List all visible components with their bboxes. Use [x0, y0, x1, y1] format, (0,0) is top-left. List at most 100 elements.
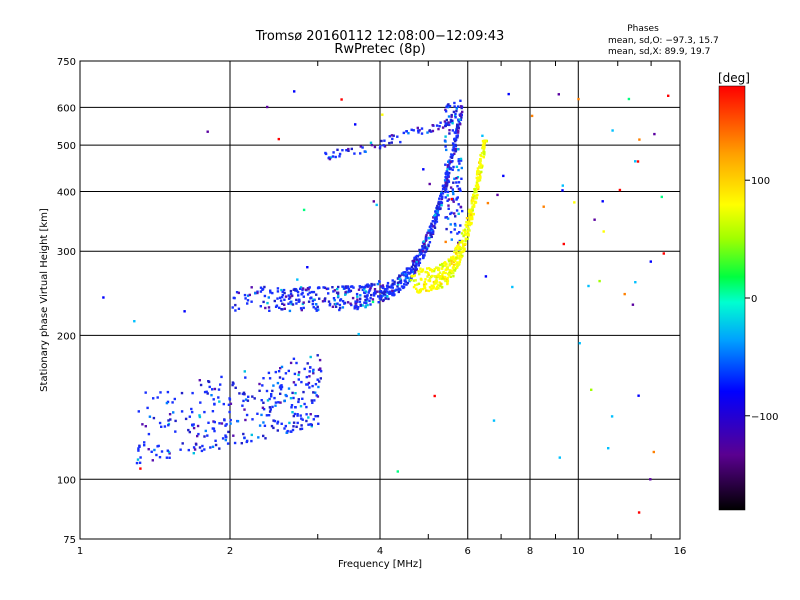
echo-point: [309, 413, 312, 416]
echo-point: [146, 406, 149, 410]
echo-point: [190, 407, 193, 411]
echo-point: [317, 286, 320, 289]
echo-point: [433, 275, 436, 278]
echo-point: [652, 450, 655, 454]
echo-point: [258, 389, 261, 392]
echo-point: [248, 293, 251, 297]
echo-point: [156, 396, 159, 399]
echo-point: [357, 306, 360, 309]
echo-point: [421, 287, 425, 291]
echo-point: [138, 445, 141, 448]
echo-point: [278, 376, 282, 379]
echo-point: [331, 286, 334, 289]
echo-point: [444, 145, 447, 148]
echo-point: [332, 290, 335, 293]
echo-point: [143, 444, 146, 447]
y-tick-label: 75: [63, 535, 76, 546]
echo-point: [313, 399, 316, 402]
echo-point: [451, 142, 455, 145]
echo-point: [428, 129, 431, 132]
echo-point: [152, 397, 155, 400]
echo-point: [451, 148, 454, 152]
echo-point: [455, 266, 459, 269]
echo-point: [333, 299, 336, 302]
echo-point: [296, 278, 299, 281]
echo-point: [454, 114, 457, 117]
echo-point: [422, 283, 426, 286]
echo-point: [224, 424, 227, 427]
echo-point: [477, 171, 480, 174]
echo-point: [305, 375, 308, 379]
colorbar-ticks: 100 0 −100: [745, 176, 778, 423]
echo-point: [381, 113, 384, 116]
echo-point: [481, 144, 485, 147]
echo-point: [413, 256, 416, 260]
echo-point: [451, 160, 454, 163]
echo-point: [334, 305, 338, 308]
echo-point: [623, 292, 626, 296]
echo-point: [250, 433, 253, 437]
echo-point: [476, 167, 480, 170]
echo-point: [469, 213, 472, 216]
echo-point: [469, 210, 472, 213]
echo-point: [311, 303, 314, 306]
echo-point: [365, 302, 368, 305]
echo-point: [373, 290, 377, 293]
echo-point: [243, 293, 247, 297]
echo-point: [433, 394, 436, 398]
echo-point: [378, 297, 381, 300]
echo-point: [482, 145, 485, 149]
echo-point: [447, 160, 450, 163]
echo-point: [301, 418, 304, 421]
echo-point: [362, 286, 366, 289]
echo-point: [420, 251, 423, 254]
echo-point: [203, 448, 206, 451]
echo-point: [464, 223, 467, 227]
echo-point: [472, 213, 475, 216]
echo-point: [348, 290, 351, 293]
echo-point: [229, 402, 233, 405]
echo-point: [471, 198, 475, 202]
echo-point: [430, 288, 433, 292]
echo-point: [445, 148, 448, 152]
echo-point: [446, 175, 450, 178]
echo-point: [464, 237, 467, 240]
echo-point: [351, 285, 354, 288]
echo-point: [477, 187, 480, 191]
echo-point: [229, 422, 232, 425]
echo-point: [440, 190, 443, 194]
echo-point: [380, 139, 383, 143]
x-tick-label: 10: [572, 546, 585, 557]
echo-point: [440, 204, 443, 207]
echo-point: [364, 290, 368, 293]
echo-point: [213, 387, 217, 391]
echo-point: [147, 432, 151, 436]
echo-point: [206, 392, 209, 395]
x-tick-label: 16: [674, 546, 687, 557]
echo-point: [237, 307, 241, 310]
echo-point: [446, 281, 449, 285]
echo-point: [557, 93, 560, 96]
echo-point: [453, 105, 456, 108]
echo-point: [158, 456, 162, 459]
echo-point: [461, 110, 464, 114]
echo-point: [379, 290, 383, 293]
echo-point: [319, 377, 322, 380]
echo-point: [323, 299, 327, 303]
echo-point: [277, 137, 280, 141]
echo-point: [312, 372, 315, 375]
echo-point: [208, 385, 211, 389]
echo-point: [332, 151, 335, 154]
echo-point: [231, 306, 234, 309]
echo-point: [451, 122, 454, 125]
echo-point: [420, 248, 424, 251]
echo-point: [168, 413, 172, 416]
echo-point: [421, 268, 425, 271]
echo-point: [428, 241, 432, 244]
echo-point: [316, 305, 319, 309]
echo-point: [457, 263, 460, 267]
echo-point: [456, 176, 460, 179]
echo-point: [268, 309, 271, 312]
echo-point: [459, 224, 462, 227]
echo-point: [225, 423, 228, 426]
